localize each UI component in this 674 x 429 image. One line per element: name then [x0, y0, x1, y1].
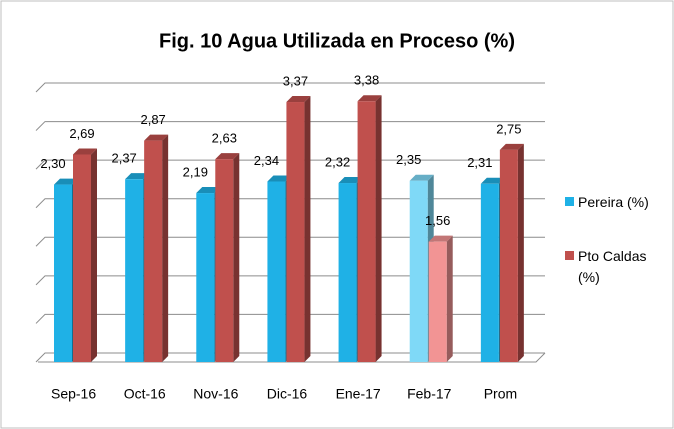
bar-top: [125, 173, 150, 180]
data-label: 2,30: [40, 156, 65, 171]
bar-front: [286, 102, 305, 363]
legend-label: Pto Caldas (%): [578, 248, 647, 285]
data-label: 2,19: [183, 164, 208, 179]
bar-front: [125, 179, 144, 362]
data-label: 1,56: [425, 213, 450, 228]
data-label: 3,38: [354, 73, 379, 88]
x-tick-label: Dic-16: [267, 386, 308, 402]
data-label: 2,87: [140, 112, 165, 127]
data-label: 2,69: [69, 126, 94, 141]
bar: [428, 235, 453, 362]
legend-swatch: [565, 251, 574, 260]
bar-side: [446, 235, 453, 362]
grid-line: [35, 82, 545, 93]
data-label: 2,32: [325, 154, 350, 169]
bar-side: [233, 153, 240, 362]
bar: [286, 96, 311, 363]
bar-top: [267, 175, 292, 182]
chart-title: Fig. 10 Agua Utilizada en Proceso (%): [159, 30, 515, 52]
bar-side: [304, 96, 311, 363]
data-label: 2,75: [496, 121, 521, 136]
x-tick-label: Ene-17: [336, 386, 381, 402]
bar-top: [480, 177, 505, 184]
x-tick-label: Oct-16: [124, 386, 166, 402]
x-tick-label: Sep-16: [51, 386, 96, 402]
bar-side: [375, 95, 382, 362]
x-tick-label: Feb-17: [407, 386, 452, 402]
bar-side: [517, 143, 524, 362]
x-tick-label: Prom: [484, 386, 517, 402]
bar-top: [144, 134, 169, 141]
bar-top: [409, 174, 434, 181]
bar-front: [409, 180, 428, 362]
bar-side: [91, 148, 97, 362]
bar-top: [428, 235, 453, 242]
bar: [499, 143, 524, 362]
bar-front: [480, 183, 499, 362]
data-label: 2,37: [111, 151, 136, 166]
bar-top: [54, 178, 78, 185]
bar-top: [73, 148, 97, 155]
bar: [144, 134, 169, 362]
bar: [357, 95, 382, 362]
bar-top: [286, 96, 311, 103]
bar-top: [215, 153, 240, 160]
bar-front: [357, 101, 376, 362]
bar-top: [499, 143, 524, 150]
data-label: 2,34: [254, 153, 279, 168]
bar-front: [215, 159, 234, 362]
x-tick-label: Nov-16: [193, 386, 238, 402]
bar-front: [267, 181, 286, 362]
data-label: 2,31: [467, 155, 492, 170]
data-label: 2,63: [212, 131, 237, 146]
legend-label: Pereira (%): [578, 194, 649, 210]
bar-front: [73, 154, 91, 362]
bar: [215, 153, 240, 362]
bar-front: [196, 193, 215, 362]
bar-front: [54, 184, 72, 362]
bar-front: [428, 241, 447, 362]
bar-front: [144, 140, 163, 362]
bar-front: [499, 149, 518, 362]
bar-side: [162, 134, 169, 362]
bar-top: [357, 95, 382, 102]
bar-top: [338, 177, 363, 184]
data-label: 2,35: [396, 152, 421, 167]
data-label: 3,37: [283, 73, 308, 88]
bar: [73, 148, 97, 362]
legend-swatch: [565, 197, 574, 206]
bar-top: [196, 187, 221, 194]
bar-front: [338, 183, 357, 362]
